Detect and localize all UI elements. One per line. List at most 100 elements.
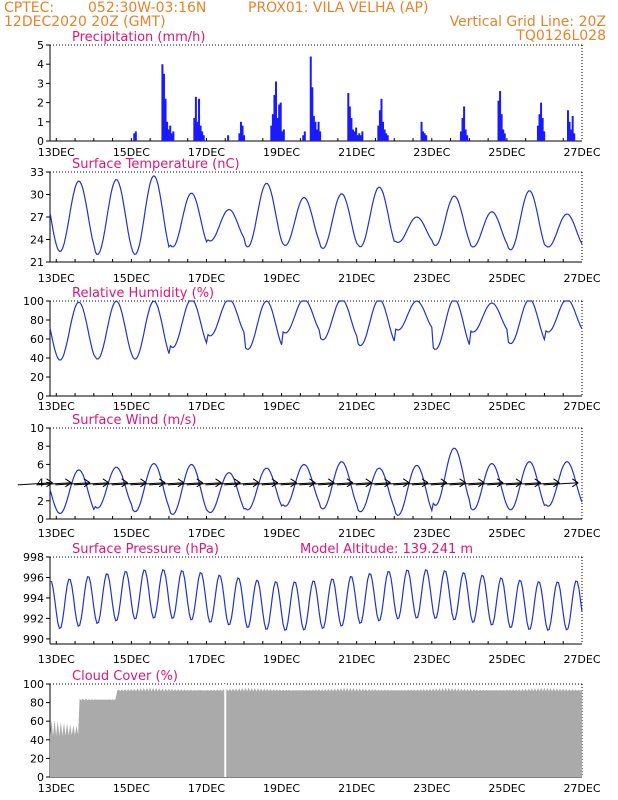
panel-2: 0 20 40 60 80 100 13DEC 15DEC 17DEC 19DEC 21DEC 23D… [23, 286, 601, 413]
wind-arrowhead [215, 478, 222, 488]
y-tick-label: 1 [37, 116, 44, 129]
precip-bar [193, 117, 196, 141]
y-tick-label: 998 [23, 551, 44, 564]
precip-bar [281, 131, 284, 141]
precip-bar [282, 129, 285, 141]
precip-bar [383, 129, 386, 141]
wind-arrow [243, 482, 278, 486]
y-tick-label: 0 [37, 771, 44, 784]
precip-bar [311, 87, 314, 141]
precip-bar [198, 98, 201, 141]
y-tick-label: 3 [37, 77, 44, 90]
y-tick-label: 80 [30, 697, 44, 710]
y-tick-label: 20 [30, 752, 44, 765]
series-line [49, 447, 583, 516]
y-tick-label: 30 [30, 189, 44, 202]
x-tick-label: 25DEC [488, 527, 525, 540]
header-model: TQ0126L028 [516, 28, 606, 44]
precip-bar [319, 131, 322, 141]
precip-bar [201, 131, 204, 141]
y-tick-label: 0 [37, 135, 44, 148]
precip-bar [461, 117, 464, 141]
precip-bar [571, 116, 574, 141]
precip-bar [386, 135, 389, 141]
y-tick-label: 60 [30, 715, 44, 728]
panel-annotation: Model Altitude: 139.241 m [300, 542, 473, 557]
precip-bar [499, 91, 502, 141]
precip-bar [172, 131, 175, 141]
precip-bar [348, 106, 351, 141]
precip-bar [279, 102, 282, 141]
header-init-time: 12DEC2020 20Z (GMT) [4, 14, 166, 30]
precip-bar [380, 98, 383, 141]
wind-arrow [430, 482, 466, 486]
precip-bar [275, 81, 278, 141]
wind-arrow [74, 482, 109, 486]
x-tick-label: 13DEC [38, 272, 75, 285]
precip-bar [202, 135, 205, 141]
precip-bar [463, 106, 466, 141]
precip-bar [385, 133, 388, 141]
precip-bar [316, 129, 319, 141]
x-tick-label: 15DEC [113, 146, 150, 159]
panel-0: 0 1 2 3 4 5 13DEC 15DEC 17DEC 19DEC 21DEC 23DEC 25DE… [37, 30, 601, 159]
x-tick-label: 25DEC [488, 146, 525, 159]
x-tick-label: 17DEC [188, 400, 225, 413]
precip-bar [356, 135, 359, 141]
x-tick-label: 23DEC [413, 272, 450, 285]
wind-arrowhead [65, 478, 72, 488]
wind-arrow [92, 482, 128, 486]
wind-arrowhead [102, 478, 110, 488]
x-tick-label: 23DEC [413, 527, 450, 540]
panel-title: Surface Temperature (nC) [72, 157, 240, 172]
precip-bar [536, 125, 539, 141]
wind-arrow [543, 482, 579, 486]
wind-arrowhead [571, 478, 579, 488]
x-tick-label: 21DEC [338, 146, 375, 159]
y-tick-label: 27 [30, 211, 44, 224]
header-grid-note: Vertical Grid Line: 20Z [449, 14, 606, 30]
x-tick-label: 17DEC [188, 527, 225, 540]
wind-arrowhead [384, 478, 391, 488]
precip-bar [358, 133, 361, 141]
precip-bar [161, 64, 164, 141]
precip-bar [271, 114, 274, 141]
wind-arrowhead [121, 478, 128, 488]
x-tick-label: 17DEC [188, 653, 225, 666]
y-tick-label: 10 [30, 422, 44, 435]
series-line [49, 300, 583, 361]
precip-bar [359, 135, 362, 141]
wind-arrowhead [290, 478, 297, 488]
x-tick-label: 13DEC [38, 782, 75, 795]
panel-title: Precipitation (mm/h) [72, 30, 205, 45]
wind-arrow [224, 482, 260, 486]
x-tick-label: 19DEC [263, 400, 300, 413]
x-tick-label: 19DEC [263, 146, 300, 159]
wind-arrowhead [309, 478, 316, 488]
cloud-cover-area [49, 687, 583, 777]
precip-bar [276, 117, 279, 141]
precip-bar [317, 121, 320, 141]
precip-bar [500, 114, 503, 141]
precip-bar [164, 98, 167, 141]
precip-bar [464, 129, 467, 141]
x-tick-label: 27DEC [563, 653, 600, 666]
wind-arrow [449, 482, 485, 486]
panel-4: 990 992 994 996 998 13DEC 15DEC 17DEC 19DEC 21DEC… [23, 542, 601, 666]
precip-bar [166, 121, 169, 141]
wind-arrow [130, 482, 166, 486]
precip-bar [162, 73, 165, 141]
wind-arrow [355, 482, 391, 486]
x-tick-label: 13DEC [38, 527, 75, 540]
wind-arrowhead [158, 478, 166, 488]
precip-bar [133, 133, 136, 141]
y-tick-label: 4 [37, 58, 44, 71]
wind-arrowhead [365, 478, 372, 488]
wind-arrow [167, 482, 203, 486]
wind-arrow [318, 482, 353, 486]
wind-arrow [36, 482, 72, 486]
precip-bar [309, 56, 312, 141]
header-source: CPTEC: [4, 0, 55, 16]
x-tick-label: 15DEC [113, 653, 150, 666]
precip-bar [377, 125, 380, 141]
